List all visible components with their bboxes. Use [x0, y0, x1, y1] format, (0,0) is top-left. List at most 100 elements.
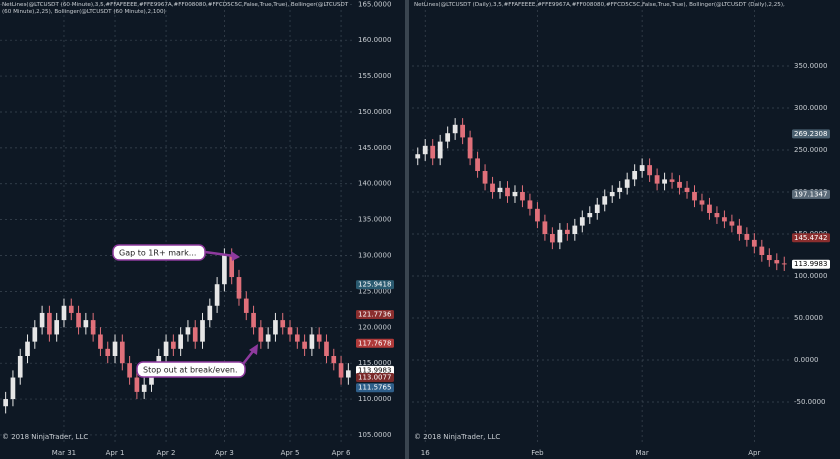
candle-body: [759, 246, 765, 256]
candle-body: [490, 183, 495, 193]
candle-body: [415, 154, 421, 159]
y-tick-label: 150.0000: [358, 108, 391, 116]
y-tick-label: 140.0000: [358, 180, 391, 188]
candle-body: [200, 320, 205, 342]
price-flag: [356, 338, 394, 348]
candle-body: [119, 341, 125, 364]
candle-body: [294, 334, 300, 342]
candle-body: [684, 187, 690, 193]
candle-body: [736, 225, 742, 235]
copyright: © 2018 NinjaTrader, LLC: [2, 433, 88, 441]
candle-body: [512, 192, 518, 197]
candle-body: [437, 141, 443, 159]
candle-body: [127, 363, 132, 378]
price-flag-label: 269.2308: [794, 130, 827, 138]
candle-body: [265, 334, 271, 342]
candle-body: [134, 377, 140, 392]
candle-body: [475, 158, 480, 172]
candle-body: [192, 327, 198, 342]
candle-body: [178, 334, 183, 349]
candle-body: [669, 179, 675, 182]
candle-body: [722, 217, 727, 222]
price-flag-label: 121.7736: [358, 311, 392, 319]
candle-body: [654, 175, 660, 184]
candle-body: [280, 320, 286, 328]
candle-body: [699, 200, 705, 205]
price-flag-label: 117.7678: [358, 339, 391, 347]
price-flag: [356, 365, 394, 375]
y-tick-label: 145.0000: [358, 144, 391, 152]
price-flag-label: 197.1347: [794, 190, 827, 198]
candle-body: [287, 327, 293, 335]
candle-body: [632, 171, 638, 180]
annotation-2: Stop out at break/even.: [136, 344, 258, 378]
y-tick-label: 115.0000: [358, 359, 391, 367]
y-tick-label: 250.0000: [794, 146, 827, 154]
candle-body: [505, 187, 510, 197]
candle-body: [236, 277, 242, 299]
price-flag: [356, 310, 394, 320]
candle-body: [243, 298, 249, 313]
candle-body: [774, 260, 780, 264]
candle-body: [222, 255, 227, 285]
candle-body: [482, 171, 488, 184]
candle-body: [346, 370, 351, 378]
x-tick-label: Apr 1: [106, 449, 125, 457]
candle-body: [430, 145, 436, 159]
annotation-text: Gap to 1R+ mark...: [119, 249, 196, 258]
candle-body: [3, 399, 8, 407]
candle-body: [90, 320, 96, 335]
price-flag: [792, 259, 830, 269]
panel-divider: [405, 0, 409, 459]
candle-body: [579, 217, 585, 226]
candle-body: [309, 334, 315, 349]
candle-body: [624, 179, 630, 188]
candle-body: [338, 363, 344, 378]
candle-body: [520, 192, 525, 201]
candle-body: [54, 320, 60, 335]
candle-body: [76, 312, 81, 328]
candle-body: [207, 305, 213, 321]
candle-body: [185, 327, 191, 335]
candle-body: [557, 229, 563, 243]
copyright: © 2018 NinjaTrader, LLC: [414, 433, 500, 441]
candle-body: [98, 334, 103, 349]
price-flag-label: 145.4742: [794, 234, 827, 242]
y-tick-label: 125.0000: [358, 287, 391, 295]
arrow-head: [231, 251, 240, 261]
candle-body: [83, 320, 89, 328]
candle-body: [594, 204, 600, 214]
candle-body: [751, 239, 757, 247]
candle-body: [452, 124, 458, 134]
candle-body: [163, 341, 169, 356]
x-tick-label: Apr: [748, 449, 760, 457]
candle-body: [535, 208, 540, 222]
candle-body: [766, 255, 772, 261]
price-flag: [792, 233, 830, 243]
y-tick-label: 105.0000: [358, 431, 391, 439]
candle-body: [572, 225, 578, 235]
candle-body: [692, 192, 697, 201]
y-tick-label: 135.0000: [358, 216, 391, 224]
candle-body: [258, 327, 264, 342]
y-tick-label: 110.0000: [358, 395, 391, 403]
x-tick-label: Apr 6: [332, 449, 351, 457]
candle-body: [744, 234, 750, 240]
candle-body: [729, 221, 735, 226]
candle-body: [171, 341, 176, 349]
candle-body: [324, 341, 329, 356]
candle-body: [677, 181, 682, 188]
candle-body: [549, 234, 555, 243]
candle-body: [609, 192, 615, 197]
price-flag: [356, 372, 394, 382]
price-flag: [356, 383, 394, 393]
candle-body: [39, 312, 45, 328]
candle-body: [316, 334, 322, 342]
candle-body: [497, 187, 503, 193]
price-flag-label: 113.0077: [358, 373, 391, 381]
arrow: [242, 349, 255, 365]
candle-body: [647, 165, 653, 176]
candle-body: [61, 305, 67, 321]
